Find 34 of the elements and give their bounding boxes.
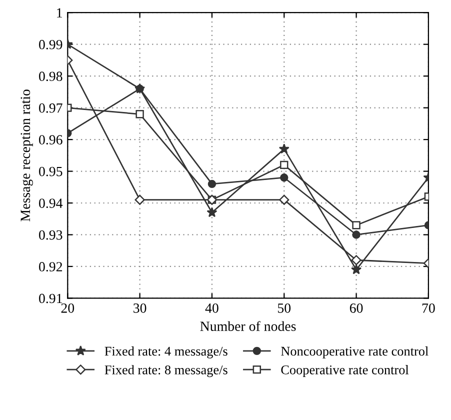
x-tick-label: 60 bbox=[350, 303, 363, 313]
y-tick-label: 0.99 bbox=[39, 40, 62, 50]
point bbox=[278, 144, 290, 154]
y-tick-label: 0.95 bbox=[39, 166, 62, 176]
point bbox=[134, 194, 145, 205]
y-tick-label: 0.91 bbox=[39, 294, 62, 304]
point bbox=[279, 194, 290, 205]
point bbox=[351, 264, 362, 274]
y-tick-label: 0.96 bbox=[39, 135, 62, 145]
y-tick-label: 0.92 bbox=[39, 262, 62, 272]
y-tick-label: 0.93 bbox=[39, 230, 62, 240]
y-tick-label: 0.98 bbox=[39, 72, 62, 82]
x-tick-label: 20 bbox=[61, 303, 74, 313]
y-tick-label: 0.97 bbox=[39, 103, 62, 113]
point bbox=[352, 221, 360, 230]
y-tick-label: 0.94 bbox=[39, 198, 63, 208]
x-axis-title: Number of nodes bbox=[200, 321, 296, 331]
x-tick-label: 70 bbox=[422, 303, 435, 313]
point bbox=[136, 110, 144, 118]
x-tick-label: 40 bbox=[205, 303, 218, 313]
point bbox=[280, 160, 288, 170]
point bbox=[351, 255, 362, 266]
y-tick-label: 1 bbox=[57, 8, 62, 18]
legend-label: Fixed rate: 8 message/s bbox=[104, 365, 228, 378]
point bbox=[208, 180, 216, 188]
legend-label: Cooperative rate control bbox=[281, 365, 409, 378]
point bbox=[206, 207, 218, 218]
y-axis-title: Message reception ratio bbox=[20, 90, 33, 222]
legend-label: Noncooperative rate control bbox=[281, 346, 428, 358]
legend-label: Fixed rate: 4 message/s bbox=[104, 346, 228, 358]
x-tick-label: 50 bbox=[278, 303, 291, 313]
x-tick-label: 30 bbox=[134, 303, 146, 313]
point bbox=[280, 174, 288, 182]
point bbox=[352, 230, 360, 239]
